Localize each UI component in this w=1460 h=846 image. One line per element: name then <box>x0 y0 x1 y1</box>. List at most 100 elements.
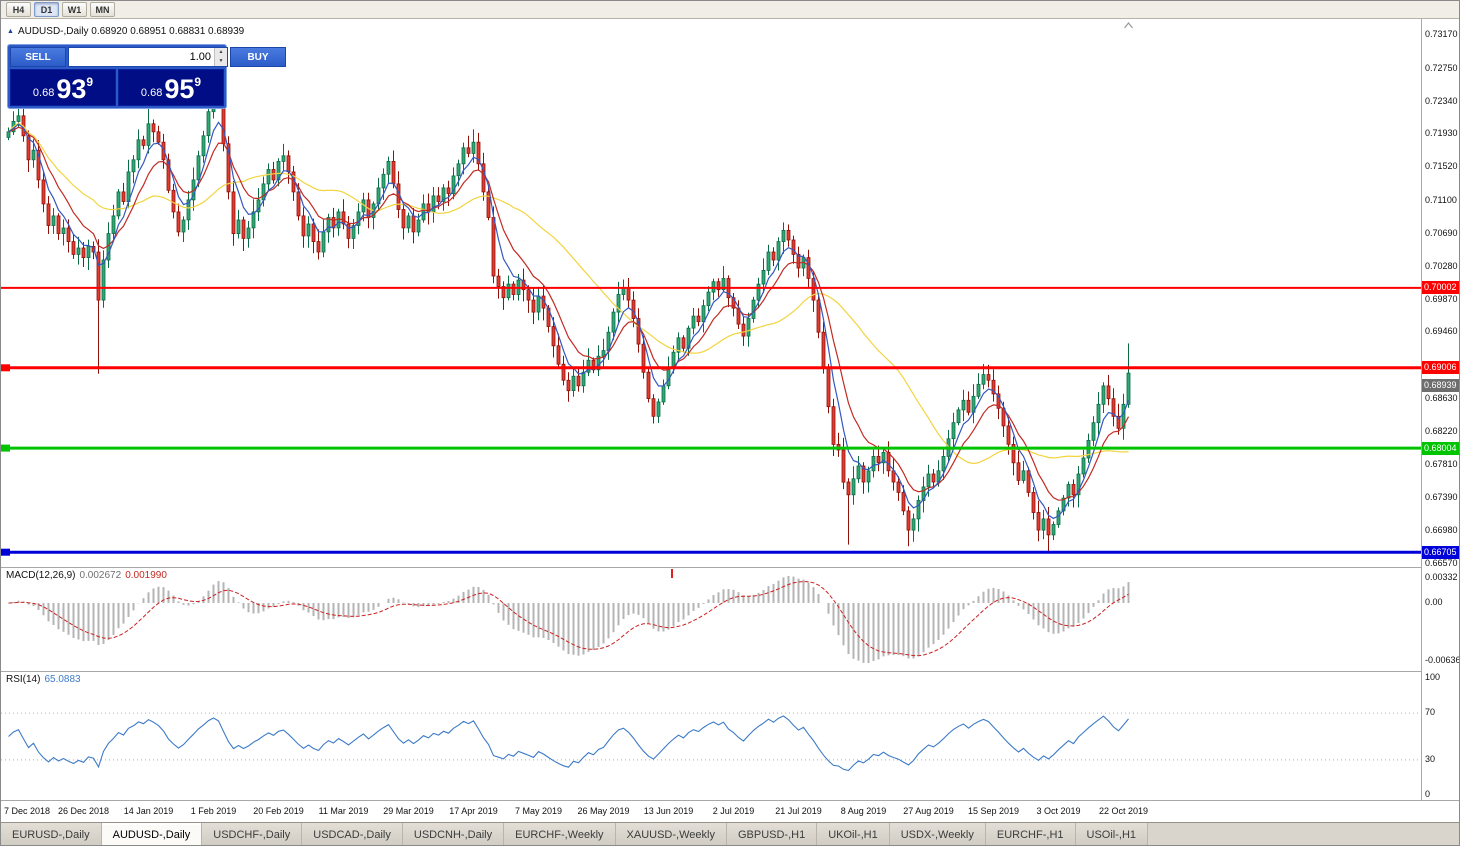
macd-axis-zero: 0.00 <box>1425 597 1443 607</box>
one-click-trade-panel: SELL ▲ ▼ BUY 0.68939 0.68 9 <box>7 44 286 109</box>
macd-pane: MACD(12,26,9) 0.002672 0.001990 <box>1 567 1423 670</box>
price-tick: 0.68220 <box>1425 426 1458 436</box>
chart-shift-marker[interactable] <box>1124 22 1133 29</box>
price-tick: 0.66570 <box>1425 558 1458 568</box>
rsi-axis-label-30: 30 <box>1425 754 1436 764</box>
rsi-canvas[interactable] <box>1 672 1423 800</box>
rsi-header: RSI(14) 65.0883 <box>6 674 81 685</box>
macd-main-value: 0.002672 <box>79 570 122 581</box>
ma-line-30 <box>8 122 1129 465</box>
rsi-title: RSI(14) <box>6 674 41 685</box>
timeframe-button-mn[interactable]: MN <box>90 2 115 17</box>
date-label: 7 Dec 2018 <box>3 806 51 816</box>
date-label: 22 Oct 2019 <box>1098 806 1149 816</box>
chart-ohlc-header: ▲ AUDUSD-,Daily 0.68920 0.68951 0.68831 … <box>7 26 244 37</box>
price-tick: 0.70280 <box>1425 261 1458 271</box>
tab-usoil-h1[interactable]: USOil-,H1 <box>1075 823 1149 845</box>
price-tick: 0.68630 <box>1425 393 1458 403</box>
tab-usdchf-daily[interactable]: USDCHF-,Daily <box>202 823 303 845</box>
tab-usdcnh-daily[interactable]: USDCNH-,Daily <box>402 823 505 845</box>
timeframe-toolbar: H4 D1 W1 MN <box>1 1 1459 19</box>
date-label: 27 Aug 2019 <box>903 806 954 816</box>
hline-anchor-0.69006[interactable] <box>1 364 10 372</box>
date-label: 14 Jan 2019 <box>123 806 174 816</box>
tab-eurchf-weekly[interactable]: EURCHF-,Weekly <box>504 823 616 845</box>
macd-signal-line <box>8 581 1129 657</box>
tab-audusd-daily[interactable]: AUDUSD-,Daily <box>101 823 203 845</box>
sell-button[interactable]: SELL <box>10 47 66 67</box>
tab-eurchf-h1[interactable]: EURCHF-,H1 <box>985 823 1076 845</box>
price-axis[interactable]: 0.73170 0.72750 0.72340 0.71930 0.71520 0.711… <box>1421 19 1459 800</box>
trade-panel-price-row: 0.68 93 9 0.68 95 9 <box>10 69 224 106</box>
buy-price-pip: 9 <box>194 75 202 89</box>
timeframe-button-h4[interactable]: H4 <box>6 2 31 17</box>
hline-anchor-0.68004[interactable] <box>1 444 10 452</box>
candles <box>6 86 1131 552</box>
price-tick: 0.70690 <box>1425 228 1458 238</box>
price-tick: 0.73170 <box>1425 29 1458 39</box>
tab-usdx-weekly[interactable]: USDX-,Weekly <box>889 823 986 845</box>
buy-price-prefix: 0.68 <box>140 87 163 99</box>
rsi-pane: RSI(14) 65.0883 <box>1 671 1423 800</box>
ma-line-5 <box>8 121 1130 520</box>
sell-price-pip: 9 <box>86 75 94 89</box>
price-tick: 0.71930 <box>1425 128 1458 138</box>
current-price-tag: 0.68939 <box>1422 379 1459 392</box>
trade-panel-top-row: SELL ▲ ▼ BUY <box>10 47 286 67</box>
hline-anchor-0.66705[interactable] <box>1 548 10 556</box>
macd-event-marker <box>671 569 673 578</box>
volume-spinner: ▲ ▼ <box>214 48 227 66</box>
hline-price-tag: 0.66705 <box>1422 546 1459 559</box>
date-label: 26 Dec 2018 <box>57 806 110 816</box>
macd-histogram <box>12 576 1130 663</box>
rsi-axis-label-0: 0 <box>1425 789 1431 799</box>
timeframe-button-w1[interactable]: W1 <box>62 2 87 17</box>
date-label: 17 Apr 2019 <box>449 806 498 816</box>
date-label: 11 Mar 2019 <box>318 806 369 816</box>
price-tick: 0.69460 <box>1425 326 1458 336</box>
macd-title: MACD(12,26,9) <box>6 570 76 581</box>
hline-price-tag: 0.69006 <box>1422 361 1459 374</box>
chart-area: ▲ AUDUSD-,Daily 0.68920 0.68951 0.68831 … <box>1 19 1459 800</box>
time-axis[interactable]: 7 Dec 2018 26 Dec 2018 14 Jan 2019 1 Feb 20… <box>1 800 1459 822</box>
ma-line-10 <box>8 126 1130 501</box>
price-tick: 0.67810 <box>1425 459 1458 469</box>
buy-button[interactable]: BUY <box>230 47 286 67</box>
macd-canvas[interactable] <box>1 568 1423 670</box>
tab-gbpusd-h1[interactable]: GBPUSD-,H1 <box>726 823 818 845</box>
price-tick: 0.72750 <box>1425 63 1458 73</box>
tab-xauusd-weekly[interactable]: XAUUSD-,Weekly <box>615 823 727 845</box>
buy-price-display[interactable]: 0.68 95 9 <box>118 69 224 106</box>
main-chart-canvas[interactable] <box>1 19 1423 566</box>
rsi-axis-label-70: 70 <box>1425 707 1436 717</box>
buy-price-big: 95 <box>164 74 195 104</box>
main-chart-pane: ▲ AUDUSD-,Daily 0.68920 0.68951 0.68831 … <box>1 19 1423 566</box>
tab-usdcad-daily[interactable]: USDCAD-,Daily <box>302 823 403 845</box>
price-tick: 0.66980 <box>1425 525 1458 535</box>
volume-input-group: ▲ ▼ <box>68 47 228 67</box>
date-label: 29 Mar 2019 <box>383 806 434 816</box>
volume-input[interactable] <box>69 48 214 66</box>
date-label: 26 May 2019 <box>577 806 630 816</box>
chart-tab-bar: EURUSD-,Daily AUDUSD-,Daily USDCHF-,Daily U… <box>1 822 1459 845</box>
date-label: 15 Sep 2019 <box>967 806 1020 816</box>
rsi-line <box>8 715 1129 772</box>
volume-up-icon[interactable]: ▲ <box>215 48 227 57</box>
tab-eurusd-daily[interactable]: EURUSD-,Daily <box>1 823 102 845</box>
one-click-collapse-icon[interactable]: ▲ <box>7 28 14 35</box>
date-label: 21 Jul 2019 <box>775 806 822 816</box>
sell-price-display[interactable]: 0.68 93 9 <box>10 69 116 106</box>
tab-ukoil-h1[interactable]: UKOil-,H1 <box>817 823 890 845</box>
date-label: 20 Feb 2019 <box>253 806 304 816</box>
price-tick: 0.71520 <box>1425 161 1458 171</box>
rsi-axis-label-100: 100 <box>1425 672 1441 682</box>
price-tick: 0.72340 <box>1425 96 1458 106</box>
volume-down-icon[interactable]: ▼ <box>215 57 227 66</box>
hline-price-tag: 0.68004 <box>1422 442 1459 455</box>
price-tick: 0.71100 <box>1425 195 1457 205</box>
hline-price-tag: 0.70002 <box>1422 281 1459 294</box>
timeframe-button-d1[interactable]: D1 <box>34 2 59 17</box>
macd-axis-min: -0.00636 <box>1425 655 1460 665</box>
sell-price-big: 93 <box>56 74 87 104</box>
